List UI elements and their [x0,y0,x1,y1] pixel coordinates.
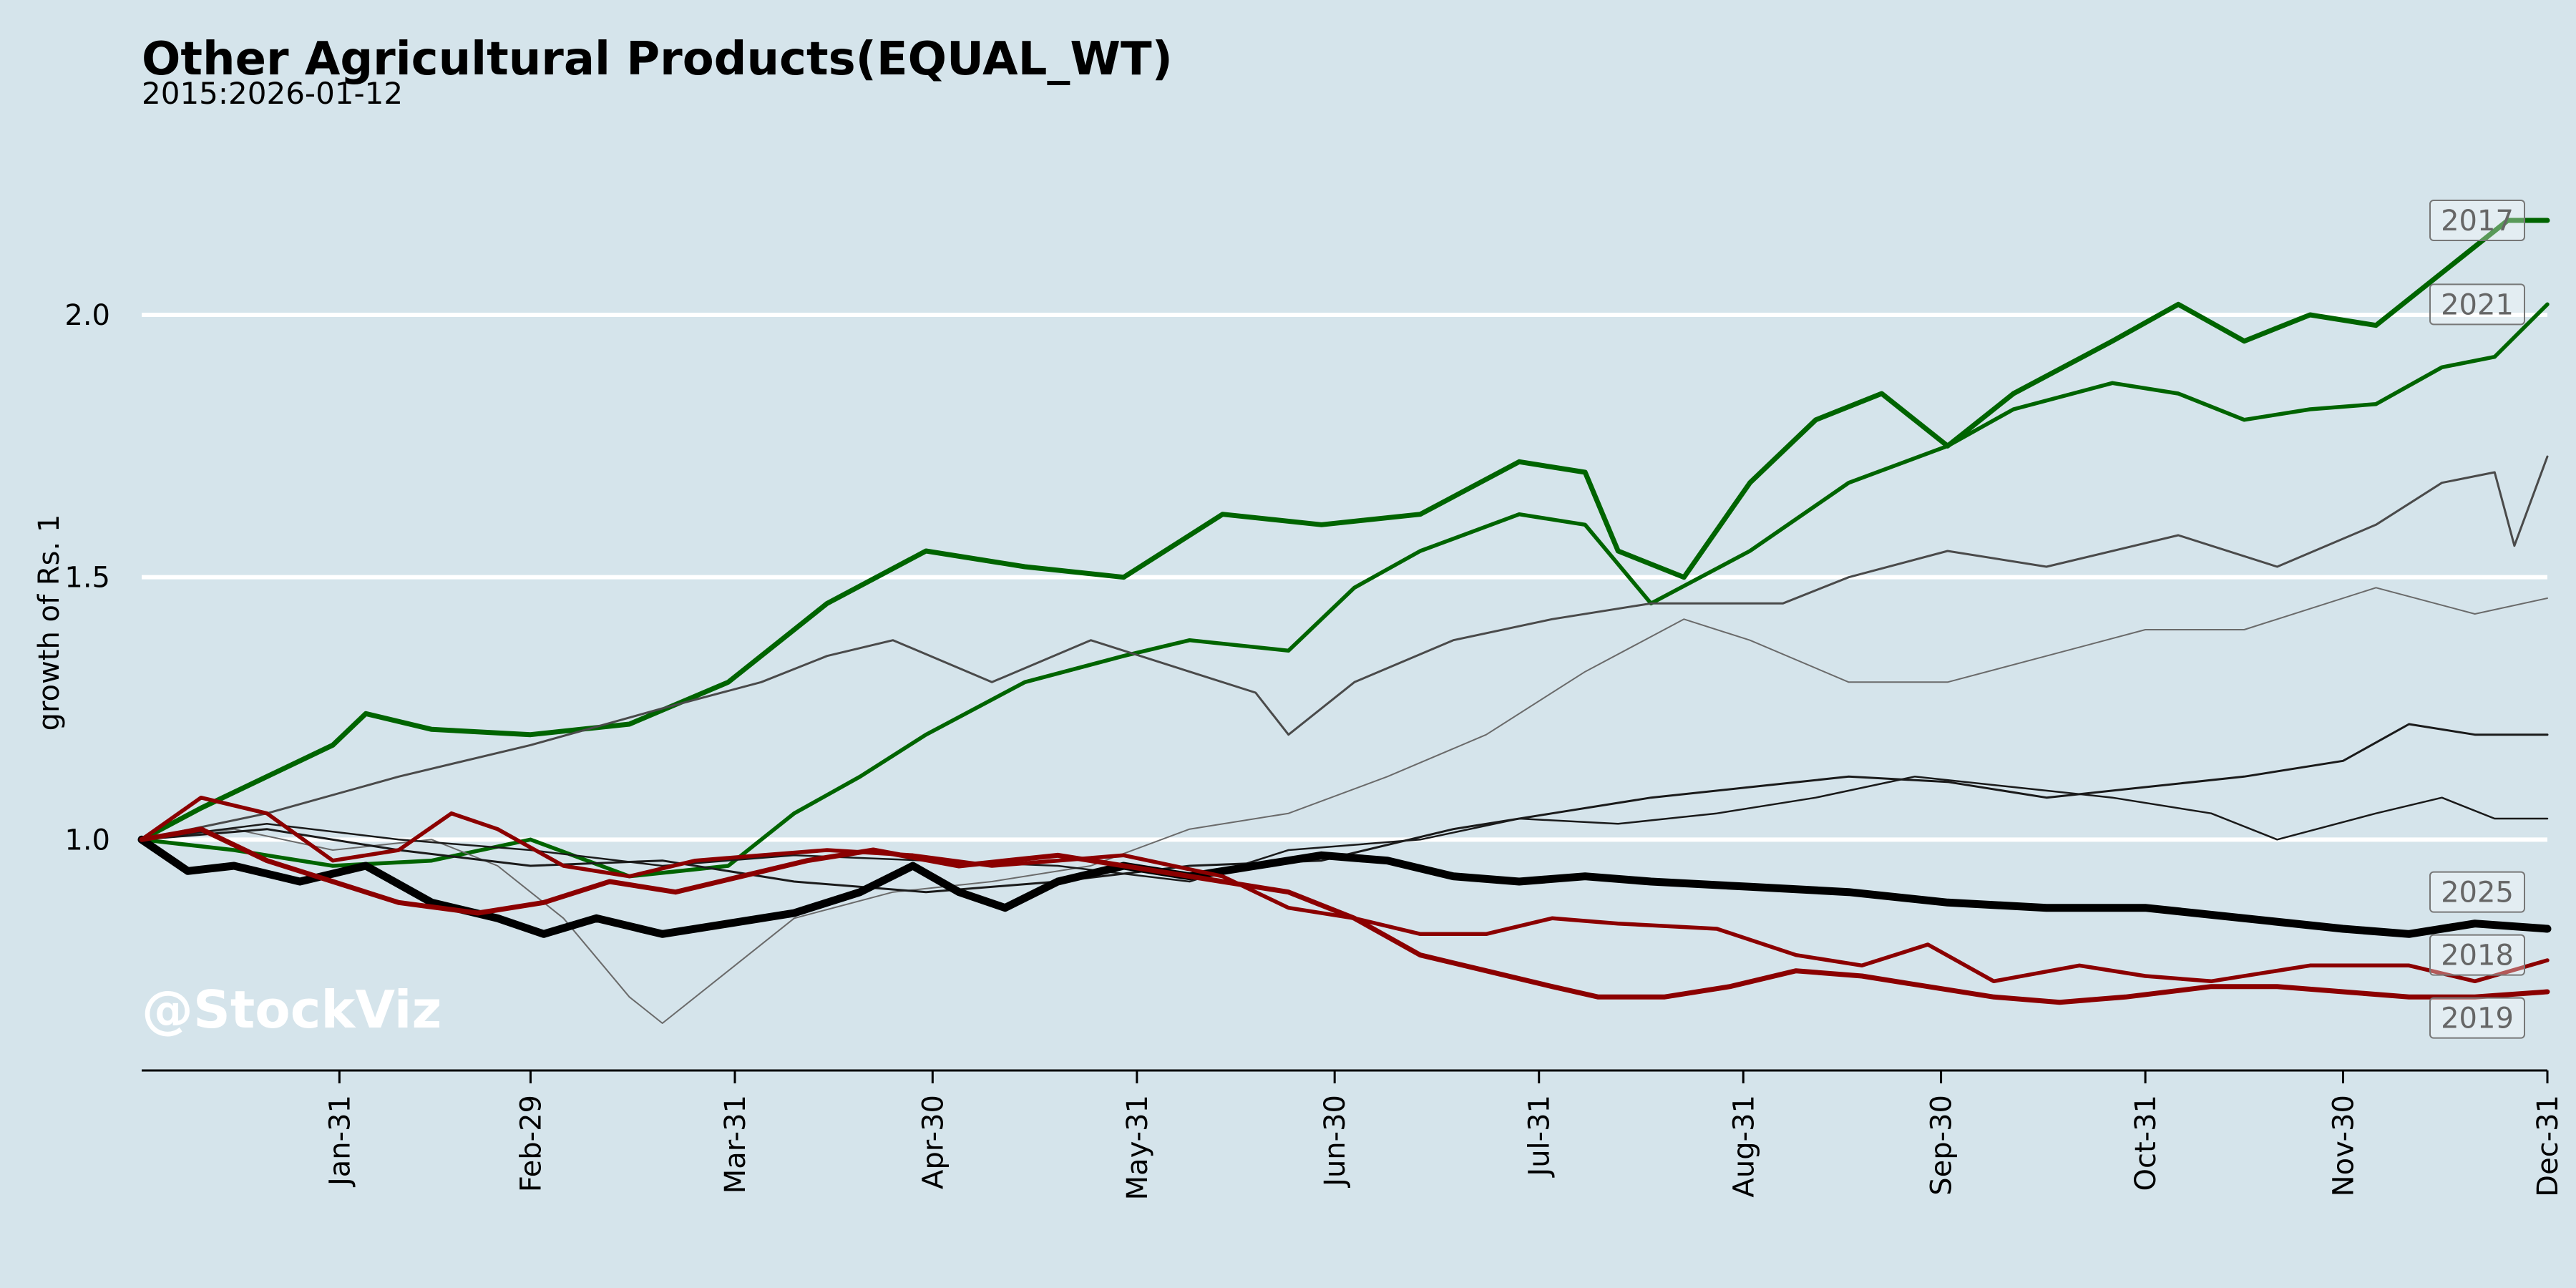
watermark: @StockViz [142,980,441,1040]
x-tick-label: Jan-31 [323,1095,356,1188]
y-axis-label: growth of Rs. 1 [33,514,66,731]
series-line-s6 [140,776,2549,883]
series-line-s4 [141,587,2548,1024]
y-tick-label: 2.0 [64,299,110,332]
year-label-box [2429,871,2525,913]
x-tick-label: Aug-31 [1727,1095,1760,1197]
year-label-text: 2018 [2441,940,2514,972]
series-line-2017 [139,218,2550,842]
x-tick-label: May-31 [1121,1095,1154,1200]
x-tick-label: Feb-29 [514,1095,547,1192]
series-line-s3 [140,455,2549,841]
x-tick-label: Oct-31 [2129,1095,2162,1191]
year-label-text: 2025 [2441,877,2514,909]
y-axis-ticks: 1.0 1.5 2.0 [64,299,110,857]
x-tick-label: Jul-31 [1523,1095,1556,1179]
year-label-2018: 2018 [2429,934,2525,976]
chart-subtitle: 2015:2026-01-12 [142,76,403,111]
y-tick-label: 1.5 [64,562,110,595]
grid-lines [142,313,2547,842]
x-tick-label: Dec-31 [2532,1095,2565,1197]
series-lines [137,218,2552,1024]
x-tick-label: Mar-31 [719,1095,752,1194]
year-label-text: 2017 [2441,205,2514,238]
year-label-text: 2021 [2441,288,2514,321]
year-labels: 2017 2021 2025 2018 2019 [2429,200,2525,1039]
year-label-2025: 2025 [2429,871,2525,913]
x-tick-label: Apr-30 [917,1095,950,1189]
year-label-2021: 2021 [2429,283,2525,326]
year-label-box [2429,997,2525,1039]
chart-title: Other Agricultural Products(EQUAL_WT) [142,33,1173,86]
series-line-2019 [139,826,2550,1005]
year-label-box [2429,283,2525,326]
year-label-box [2429,200,2525,241]
x-tick-label: Sep-30 [1926,1095,1958,1196]
year-label-2017: 2017 [2429,200,2525,241]
year-label-text: 2019 [2441,1002,2514,1035]
x-axis-ticks: Jan-31 Feb-29 Mar-31 Apr-30 May-31 Jun-30 Jul-… [323,1070,2565,1200]
y-tick-label: 1.0 [64,824,110,857]
series-line-2018 [140,795,2550,984]
x-tick-label: Jun-30 [1319,1095,1352,1189]
year-label-2019: 2019 [2429,997,2525,1039]
x-tick-label: Nov-30 [2327,1095,2360,1196]
series-line-s5 [140,723,2549,894]
year-label-box [2429,934,2525,976]
